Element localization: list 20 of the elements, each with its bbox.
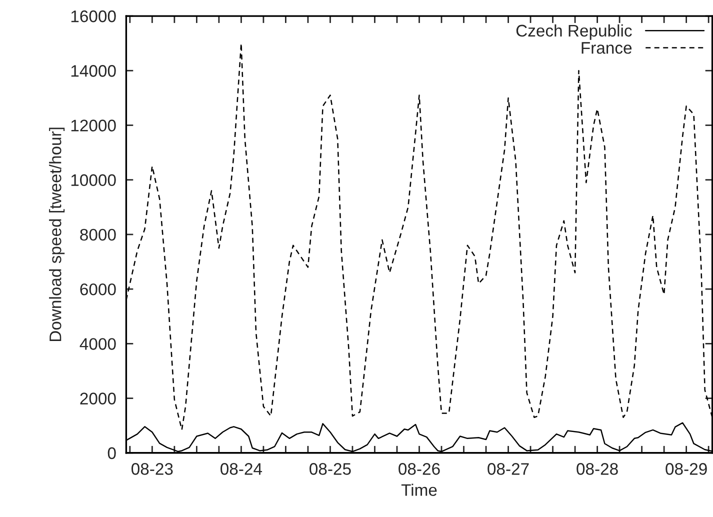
- x-tick-label: 08-23: [132, 463, 173, 475]
- y-tick-label: 2000: [80, 392, 116, 404]
- x-axis-title: Time: [401, 484, 437, 496]
- x-tick-label: 08-26: [398, 463, 440, 475]
- y-tick-label: 8000: [80, 228, 116, 241]
- y-tick-label: 12000: [71, 120, 116, 132]
- y-tick-label: 16000: [71, 10, 116, 22]
- x-tick-label: 08-28: [576, 463, 618, 475]
- y-axis-title: Download speed [tweet/hour]: [49, 128, 65, 342]
- x-tick-label: 08-24: [220, 463, 262, 475]
- legend-label: Czech Republic: [516, 24, 632, 40]
- legend-label: France: [582, 42, 632, 54]
- y-tick-label: 4000: [80, 338, 116, 350]
- x-tick-label: 08-27: [488, 463, 529, 475]
- y-tick-label: 10000: [71, 174, 116, 186]
- y-tick-label: 6000: [80, 283, 116, 296]
- x-tick-label: 08-25: [310, 463, 351, 475]
- y-tick-label: 0: [108, 447, 116, 460]
- x-tick-label: 08-29: [666, 463, 707, 475]
- y-tick-label: 14000: [71, 65, 116, 77]
